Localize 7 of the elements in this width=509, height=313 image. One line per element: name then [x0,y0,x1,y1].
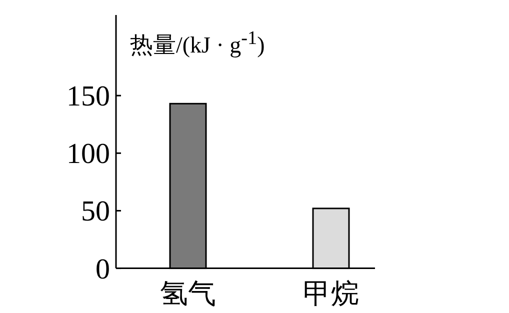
x-tick-label: 甲烷 [303,279,359,310]
x-tick-label: 氢气 [160,279,216,310]
y-tick-label: 150 [66,80,110,113]
y-tick-label: 50 [81,196,110,228]
y-tick-label: 0 [96,253,110,286]
y-tick-label: 100 [66,138,110,170]
ylabel: 热量/(kJ · g$^{-1}$) [130,28,265,60]
